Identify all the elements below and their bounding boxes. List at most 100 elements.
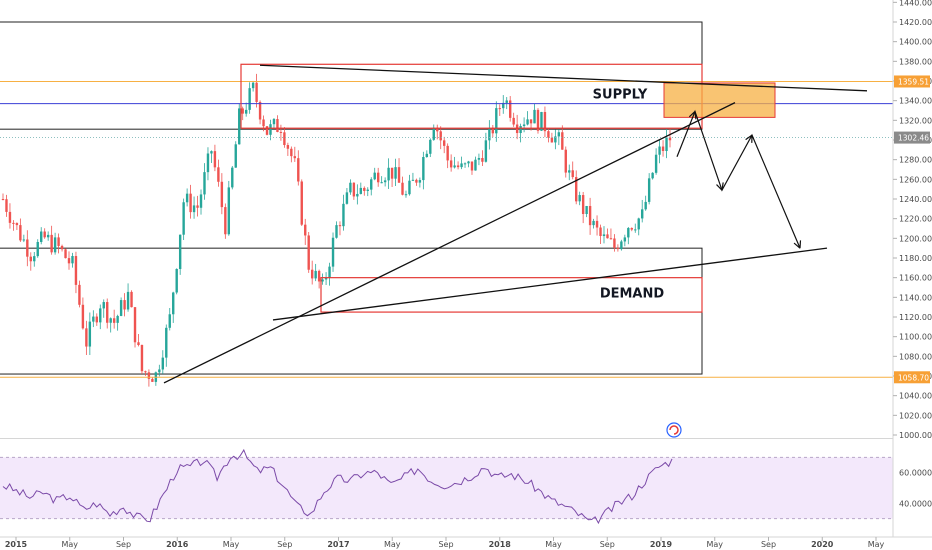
y-tick-label: 1220.00 — [899, 215, 932, 224]
candle-body — [210, 151, 213, 154]
candle-body — [446, 145, 449, 161]
candle-body — [463, 163, 467, 165]
candle-body — [627, 228, 630, 238]
candle-body — [356, 193, 359, 197]
candle-body — [88, 321, 92, 347]
y-tick-label: 1340.00 — [899, 97, 932, 106]
candle-body — [168, 314, 171, 328]
price-tag — [894, 371, 930, 384]
supply-label: SUPPLY — [593, 88, 648, 103]
candle-body — [571, 170, 574, 178]
candle-body — [158, 369, 161, 373]
candle-body — [220, 181, 224, 208]
candle-body — [258, 101, 262, 120]
candle-body — [203, 172, 206, 195]
candle-body — [578, 195, 581, 202]
candle-body — [224, 207, 227, 235]
candle-body — [283, 132, 286, 146]
candle-body — [366, 189, 369, 191]
candle-body — [613, 238, 616, 248]
candle-body — [85, 328, 88, 347]
lower-trendline — [272, 247, 828, 321]
candle-body — [387, 167, 390, 181]
candle-body — [651, 172, 654, 179]
price-tag-label: 1302.46 — [898, 134, 929, 143]
price-axis[interactable]: 1440.001420.001400.001380.001360.001340.… — [892, 0, 932, 537]
candle-body — [647, 178, 651, 202]
x-tick-label: May — [545, 540, 562, 549]
y-tick-label: 1120.00 — [899, 313, 932, 322]
y-tick-label: 1100.00 — [899, 333, 932, 342]
candle-body — [512, 117, 515, 125]
candle-body — [575, 177, 578, 202]
candle-body — [307, 235, 310, 270]
candle-body — [304, 224, 307, 236]
candle-body — [623, 237, 627, 242]
candle-body — [248, 88, 251, 110]
candle-body — [286, 145, 290, 149]
candle-body — [15, 223, 19, 226]
candle-body — [609, 238, 613, 240]
price-tag — [894, 75, 930, 88]
projection-arrowhead — [716, 182, 724, 191]
candle-body — [227, 187, 231, 235]
y-tick-label: 1260.00 — [899, 175, 932, 184]
candle-body — [95, 316, 98, 323]
ascending-trendline — [163, 102, 736, 384]
lower-range-box — [0, 247, 703, 375]
candle-body — [199, 194, 203, 208]
candle-body — [568, 170, 571, 173]
candle-body — [324, 277, 328, 280]
candle-body — [265, 126, 269, 135]
candle-body — [585, 205, 588, 215]
candle-body — [99, 308, 102, 323]
candle-body — [172, 292, 175, 315]
candle-body — [300, 181, 303, 225]
candle-body — [290, 148, 293, 157]
candle-body — [481, 158, 484, 162]
candle-body — [668, 137, 672, 141]
candle-body — [397, 167, 401, 183]
y-tick-label: 1280.00 — [899, 156, 932, 165]
y-tick-label: 1040.00 — [899, 392, 932, 401]
candle-body — [317, 270, 321, 282]
projection-arrowhead — [793, 240, 802, 249]
candle-body — [376, 172, 380, 183]
candle-body — [40, 231, 43, 242]
y-tick-label: 1080.00 — [899, 352, 932, 361]
candle-body — [33, 256, 36, 262]
candle-body — [234, 144, 237, 168]
candle-body — [321, 279, 324, 282]
candle-body — [196, 205, 199, 208]
candle-body — [661, 146, 665, 152]
x-tick-label: Sep — [600, 540, 615, 549]
candle-body — [26, 239, 29, 257]
candle-body — [370, 179, 373, 190]
candle-body — [460, 163, 463, 168]
candle-body — [251, 82, 255, 89]
candle-body — [442, 140, 446, 146]
x-tick-label: 2017 — [327, 540, 349, 549]
candle-body — [78, 284, 81, 305]
candle-body — [540, 112, 543, 131]
x-tick-label: May — [868, 540, 885, 549]
candle-body — [453, 165, 456, 168]
x-tick-label: May — [384, 540, 401, 549]
candle-body — [508, 100, 512, 118]
candle-body — [19, 225, 22, 241]
candle-body — [50, 234, 53, 253]
candle-body — [456, 165, 460, 168]
candle-body — [92, 316, 95, 322]
x-tick-label: 2020 — [811, 540, 834, 549]
candle-body — [595, 220, 599, 228]
candle-body — [178, 234, 182, 269]
candle-body — [561, 132, 564, 150]
time-axis[interactable]: 2015 May Sep 2016 May Sep 2017 May Sep 2018 May Sep… — [0, 536, 932, 549]
candle-body — [276, 119, 279, 132]
candle-body — [67, 258, 71, 264]
candle-body — [81, 304, 85, 329]
candle-body — [231, 167, 234, 188]
candle-body — [498, 108, 501, 110]
candle-body — [151, 378, 154, 382]
